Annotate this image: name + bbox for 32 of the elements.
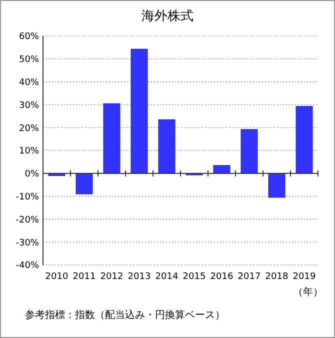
- bar: [240, 129, 258, 174]
- y-tick-label: -20%: [16, 215, 40, 226]
- bar: [76, 173, 93, 194]
- x-tick-label: 2017: [238, 272, 261, 282]
- x-tick-label: 2019: [292, 272, 316, 282]
- y-tick-label: -40%: [16, 261, 40, 272]
- y-tick-label: 10%: [18, 146, 40, 157]
- bar: [213, 165, 230, 174]
- x-tick-label: 2010: [45, 272, 68, 282]
- y-tick-label: 60%: [18, 32, 40, 42]
- x-tick-label: 2011: [72, 272, 96, 282]
- x-tick-label: 2012: [100, 272, 124, 282]
- bar: [158, 119, 176, 174]
- text: 参考指標：指数（配当込み・円換算ベース）: [25, 309, 225, 321]
- bar: [130, 48, 148, 174]
- x-axis-title: （年）: [293, 286, 323, 298]
- y-tick-label: -10%: [16, 192, 40, 202]
- x-tick-label: 2013: [128, 272, 151, 282]
- x-tick-label: 2015: [182, 272, 206, 282]
- x-tick-label: 2016: [210, 272, 234, 282]
- bar: [268, 173, 286, 198]
- y-tick-label: 20%: [18, 124, 40, 134]
- bar: [296, 106, 313, 174]
- y-tick-label: -30%: [16, 238, 40, 248]
- y-tick-label: 50%: [18, 55, 40, 66]
- y-tick-label: 40%: [18, 78, 40, 88]
- x-tick-label: 2014: [155, 272, 178, 282]
- y-tick-label: 30%: [18, 100, 40, 111]
- x-tick-label: 2018: [265, 272, 288, 282]
- y-tick-label: 0%: [24, 170, 40, 180]
- chart-title: 海外株式: [142, 9, 194, 24]
- bar: [103, 103, 120, 174]
